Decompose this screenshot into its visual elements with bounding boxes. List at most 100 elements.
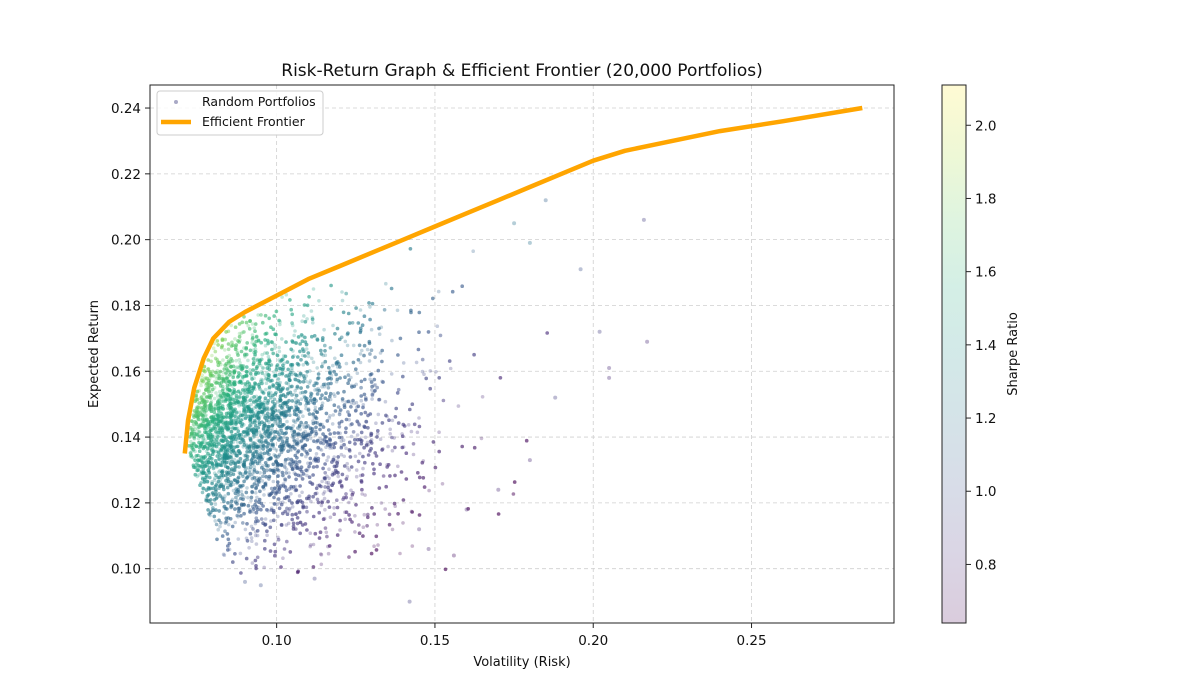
scatter-point [286, 444, 291, 449]
scatter-point [328, 369, 333, 373]
scatter-point [263, 434, 267, 438]
scatter-point [248, 427, 252, 431]
scatter-point [406, 423, 411, 427]
scatter-point [320, 422, 324, 427]
scatter-point [199, 383, 203, 388]
scatter-point [244, 433, 249, 437]
scatter-point [260, 389, 265, 394]
scatter-point [190, 449, 194, 453]
scatter-point [441, 398, 446, 403]
scatter-point [420, 357, 425, 362]
scatter-point [331, 458, 336, 462]
scatter-point [238, 361, 242, 365]
scatter-point [272, 453, 277, 457]
scatter-point [251, 510, 256, 514]
scatter-point [194, 406, 199, 410]
scatter-point [254, 486, 258, 491]
scatter-point [211, 405, 215, 410]
scatter-point [281, 363, 285, 368]
scatter-point [230, 504, 235, 508]
scatter-point [236, 489, 240, 494]
scatter-point [259, 402, 263, 407]
scatter-point [255, 555, 260, 560]
scatter-point [217, 372, 221, 377]
scatter-point [254, 447, 258, 452]
scatter-point [238, 366, 242, 370]
scatter-point [218, 415, 222, 419]
scatter-point [324, 530, 329, 535]
scatter-point [225, 364, 230, 369]
scatter-point [262, 413, 266, 417]
scatter-point [201, 440, 205, 445]
scatter-point [261, 428, 266, 432]
scatter-point [379, 501, 384, 505]
scatter-point [212, 424, 217, 428]
scatter-point [414, 360, 419, 365]
scatter-point [349, 383, 354, 388]
scatter-point [218, 392, 223, 397]
scatter-point [243, 354, 247, 359]
scatter-point [196, 414, 201, 419]
scatter-point [349, 488, 353, 493]
scatter-point [206, 382, 210, 387]
scatter-point [271, 442, 276, 447]
scatter-point [254, 394, 259, 399]
scatter-point [229, 429, 234, 434]
scatter-point [304, 505, 309, 510]
scatter-point [244, 477, 248, 481]
scatter-point [204, 441, 208, 446]
scatter-point [218, 402, 222, 406]
scatter-point [323, 526, 328, 530]
scatter-point [284, 381, 289, 385]
scatter-point [235, 432, 239, 436]
scatter-point [247, 546, 251, 550]
scatter-point [311, 413, 315, 417]
scatter-point [415, 430, 420, 435]
scatter-point [372, 544, 376, 548]
scatter-point [244, 383, 249, 387]
scatter-point [196, 426, 200, 431]
scatter-point [247, 408, 252, 413]
scatter-point [241, 474, 245, 479]
scatter-point [209, 409, 214, 413]
scatter-point [259, 444, 263, 449]
scatter-point [427, 488, 431, 493]
scatter-point [243, 434, 248, 438]
scatter-point [360, 323, 365, 328]
scatter-point [292, 408, 297, 412]
scatter-point [259, 517, 264, 521]
scatter-point [244, 536, 249, 541]
scatter-point [309, 309, 314, 313]
scatter-point [213, 379, 217, 384]
scatter-point [272, 314, 277, 318]
scatter-point [291, 371, 296, 375]
scatter-point [192, 437, 197, 441]
scatter-point [367, 359, 372, 363]
scatter-point [362, 512, 367, 517]
scatter-point [266, 354, 271, 359]
scatter-point [221, 415, 226, 420]
scatter-point [354, 382, 359, 387]
scatter-point [295, 443, 300, 447]
scatter-point [243, 374, 248, 378]
scatter-point [199, 423, 204, 428]
scatter-point [448, 366, 453, 371]
scatter-point [252, 426, 257, 431]
scatter-point [266, 361, 271, 366]
scatter-point [220, 423, 225, 428]
scatter-point [272, 370, 276, 374]
scatter-point [254, 542, 259, 546]
scatter-point [237, 396, 242, 400]
scatter-point [197, 412, 202, 417]
scatter-point [336, 405, 341, 409]
scatter-point [318, 437, 322, 441]
scatter-point [254, 485, 258, 490]
scatter-point [247, 416, 252, 421]
scatter-point [358, 308, 363, 312]
scatter-point [213, 519, 217, 523]
scatter-point [205, 405, 209, 410]
scatter-point [281, 407, 285, 412]
scatter-point [280, 295, 284, 299]
scatter-point [252, 434, 257, 439]
scatter-point [296, 466, 300, 471]
